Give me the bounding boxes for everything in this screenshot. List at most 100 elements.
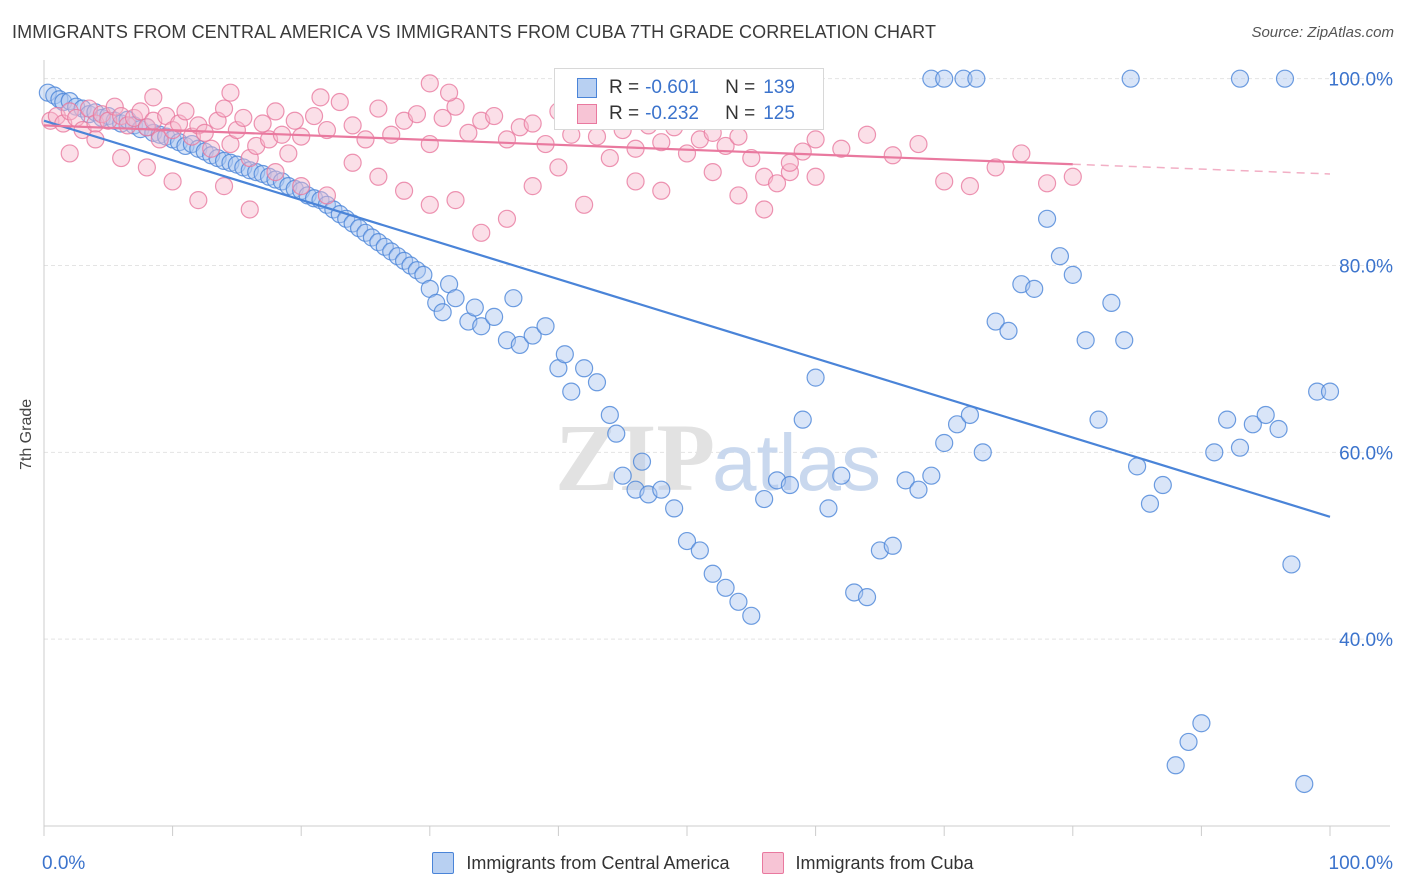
data-point	[105, 97, 124, 116]
data-point	[221, 83, 240, 102]
data-point	[587, 127, 607, 146]
data-point	[195, 123, 214, 142]
data-point	[285, 111, 304, 130]
data-point	[214, 177, 234, 196]
data-point	[497, 209, 517, 228]
data-point	[780, 153, 799, 172]
data-point	[1275, 69, 1295, 88]
legend-label-central-america: Immigrants from Central America	[466, 852, 730, 873]
data-point	[973, 443, 992, 462]
data-point	[806, 167, 825, 186]
data-point	[485, 106, 504, 126]
data-point	[523, 114, 542, 133]
data-point	[600, 148, 619, 168]
x-tick-label: 0.0%	[42, 853, 85, 874]
data-point	[922, 69, 941, 88]
data-point	[1205, 443, 1224, 462]
data-point	[1230, 69, 1250, 88]
data-point	[729, 127, 748, 146]
r-value: -0.232	[645, 103, 699, 124]
data-point	[311, 88, 330, 107]
y-tick-label: 40.0%	[1339, 630, 1393, 651]
data-point	[690, 541, 709, 560]
data-point	[883, 146, 902, 165]
trend-line-extension	[1072, 163, 1331, 175]
data-point	[1127, 457, 1147, 476]
data-point	[439, 83, 459, 102]
data-point	[909, 134, 928, 154]
legend-item-cuba[interactable]: Immigrants from Cuba	[761, 852, 974, 874]
data-point	[1308, 382, 1327, 401]
data-point	[292, 177, 311, 196]
legend-swatch-central-america	[432, 852, 455, 874]
y-tick-label: 60.0%	[1339, 443, 1393, 464]
data-point	[1192, 714, 1211, 733]
y-tick-label: 80.0%	[1339, 257, 1393, 278]
series-legend: Immigrants from Central America Immigran…	[0, 852, 1406, 874]
data-point	[536, 317, 555, 336]
data-point	[652, 181, 671, 200]
y-tick-label: 100.0%	[1329, 70, 1394, 91]
data-point	[1320, 382, 1340, 401]
data-point	[677, 144, 697, 163]
data-point	[832, 139, 851, 158]
data-point	[832, 466, 851, 485]
data-point	[665, 499, 684, 518]
data-point	[510, 335, 529, 355]
data-point	[1102, 293, 1121, 312]
n-label: N =	[725, 103, 756, 124]
data-point	[279, 144, 298, 163]
data-point	[131, 102, 150, 121]
data-point	[883, 536, 902, 555]
data-point	[960, 405, 980, 425]
trend-line	[43, 119, 1331, 518]
data-point	[967, 69, 986, 88]
data-point	[523, 326, 542, 345]
watermark-atlas: atlas	[712, 418, 881, 507]
data-point	[703, 162, 722, 182]
data-point	[549, 158, 568, 177]
r-label: R =	[609, 103, 640, 124]
data-point	[806, 130, 825, 149]
data-point	[60, 144, 79, 163]
data-point	[253, 114, 272, 133]
data-point	[1282, 555, 1301, 574]
data-point	[137, 158, 156, 177]
data-point	[819, 499, 838, 518]
data-point	[523, 177, 542, 196]
correlation-legend: R = -0.601 N = 139 R = -0.232 N = 125	[554, 68, 824, 130]
data-point	[780, 162, 799, 182]
data-point	[922, 466, 941, 485]
data-point	[317, 186, 337, 205]
data-point	[793, 410, 812, 429]
data-point	[1037, 174, 1057, 193]
data-point	[356, 130, 375, 149]
chart-source: Source: ZipAtlas.com	[1251, 24, 1394, 41]
data-point	[382, 125, 401, 144]
data-point	[755, 489, 774, 509]
data-point	[150, 130, 169, 149]
n-value: 125	[763, 103, 795, 124]
n-label: N =	[725, 77, 756, 98]
data-point	[607, 424, 626, 443]
legend-swatch-central-america	[577, 78, 597, 98]
data-point	[1256, 405, 1275, 425]
data-point	[1269, 419, 1288, 439]
data-point	[562, 382, 581, 401]
data-point	[214, 99, 234, 118]
data-point	[780, 475, 799, 495]
data-point	[266, 102, 285, 121]
data-point	[960, 177, 980, 196]
data-point	[240, 200, 259, 219]
data-point	[1063, 265, 1082, 284]
data-point	[433, 108, 452, 128]
legend-item-central-america[interactable]: Immigrants from Central America	[432, 852, 730, 874]
data-point	[613, 466, 632, 485]
data-point	[446, 191, 465, 210]
data-point	[935, 172, 954, 191]
data-point	[1243, 415, 1262, 434]
data-point	[304, 106, 324, 126]
data-point	[1295, 774, 1314, 794]
data-point	[137, 118, 156, 137]
data-point	[857, 588, 877, 607]
